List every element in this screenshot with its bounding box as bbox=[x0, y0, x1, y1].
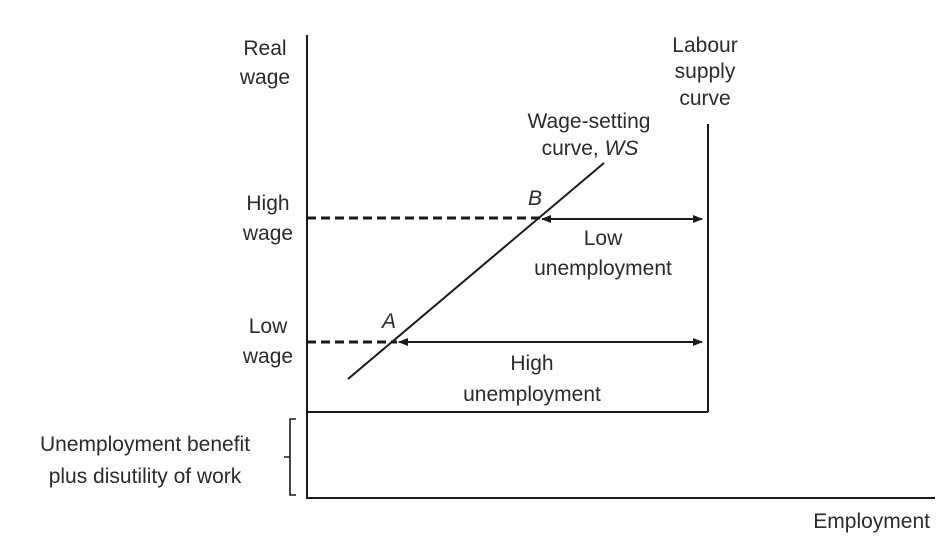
wage-setting-label-prefix: curve, bbox=[542, 137, 599, 160]
low-wage-label-line2: wage bbox=[242, 345, 293, 368]
point-b-label: B bbox=[528, 187, 542, 210]
floor-label-line1: Unemployment benefit bbox=[40, 433, 250, 456]
x-axis-label: Employment bbox=[813, 510, 930, 533]
floor-bracket bbox=[284, 418, 296, 496]
low-unemployment-label-line2: unemployment bbox=[534, 257, 672, 280]
labour-supply-label-line1: Labour bbox=[672, 34, 737, 57]
labour-supply-label-line3: curve bbox=[679, 87, 730, 110]
low-unemployment-label-line1: Low bbox=[584, 227, 623, 250]
wage-setting-label-line1: Wage-setting bbox=[528, 110, 651, 133]
point-a-label: A bbox=[380, 310, 396, 333]
wage-setting-label-line2: curve, WS bbox=[542, 137, 639, 160]
wage-setting-curve bbox=[347, 162, 605, 380]
high-wage-label-line1: High bbox=[246, 192, 289, 215]
low-wage-label-line1: Low bbox=[249, 315, 288, 338]
y-axis-label-line1: Real bbox=[243, 37, 286, 60]
y-axis-label-line2: wage bbox=[239, 66, 290, 89]
high-unemployment-label-line2: unemployment bbox=[463, 383, 601, 406]
high-wage-label-line2: wage bbox=[242, 222, 293, 245]
high-unemployment-label-line1: High bbox=[510, 352, 553, 375]
floor-label-line2: plus disutility of work bbox=[49, 465, 242, 488]
wage-setting-abbrev: WS bbox=[605, 137, 639, 160]
labour-supply-label-line2: supply bbox=[675, 60, 736, 83]
